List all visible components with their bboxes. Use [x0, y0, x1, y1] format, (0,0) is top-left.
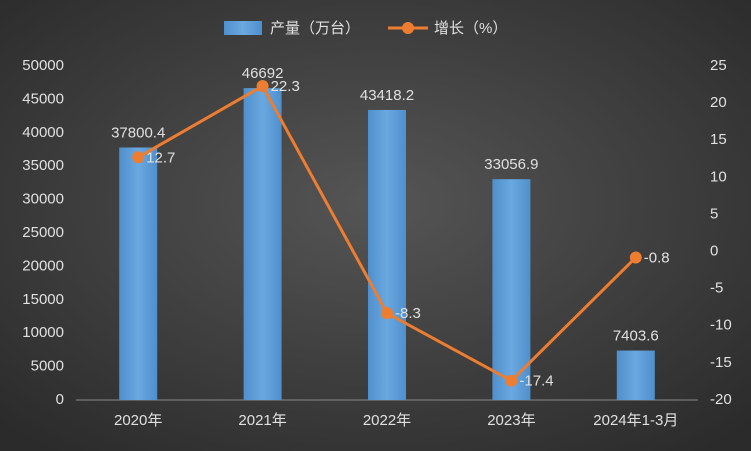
legend-swatch	[402, 22, 415, 34]
line-marker	[256, 80, 269, 93]
y-tick-label: 15000	[22, 291, 64, 308]
bar-value-label: 43418.2	[360, 87, 414, 104]
y-tick-label: 0	[56, 391, 64, 408]
line-marker	[132, 151, 145, 164]
bar-value-label: 46692	[242, 65, 284, 82]
y2-tick-label: 15	[710, 131, 727, 148]
line-marker	[629, 251, 642, 264]
y-tick-label: 45000	[22, 90, 64, 107]
bar	[243, 88, 282, 400]
line-value-label: -8.3	[395, 305, 421, 322]
legend-label: 增长（%）	[434, 20, 507, 37]
line-value-label: 22.3	[271, 78, 300, 95]
y2-tick-label: -10	[710, 317, 732, 334]
y-tick-label: 5000	[31, 358, 64, 375]
bar	[119, 147, 158, 400]
y2-tick-label: 25	[710, 57, 727, 74]
y2-tick-label: -5	[710, 280, 723, 297]
y2-tick-label: 5	[710, 205, 718, 222]
y2-tick-label: -15	[710, 354, 732, 371]
bar-value-label: 37800.4	[111, 124, 165, 141]
line-marker	[381, 307, 393, 320]
y-tick-label: 50000	[22, 57, 64, 74]
bar-value-label: 7403.6	[613, 328, 659, 345]
y-tick-label: 25000	[22, 224, 64, 241]
x-tick-label: 2020年	[114, 412, 162, 429]
y-tick-label: 40000	[22, 124, 64, 141]
y2-tick-label: 20	[710, 94, 727, 111]
bar	[492, 179, 531, 400]
bar	[368, 109, 406, 400]
x-tick-label: 2021年	[238, 412, 286, 429]
legend-swatch	[224, 21, 262, 35]
line-value-label: -0.8	[644, 249, 670, 266]
legend-label: 产量（万台）	[270, 20, 360, 37]
y-tick-label: 30000	[22, 191, 64, 208]
y-tick-label: 35000	[22, 157, 64, 174]
bar	[616, 350, 655, 400]
x-tick-label: 2022年	[363, 412, 411, 429]
y-tick-label: 20000	[22, 257, 64, 274]
x-tick-label: 2024年1-3月	[593, 412, 678, 429]
x-tick-label: 2023年	[487, 412, 535, 429]
line-marker	[505, 374, 518, 387]
line-value-label: -17.4	[519, 373, 553, 390]
y2-tick-label: 0	[710, 243, 718, 260]
y2-tick-label: -20	[710, 391, 732, 408]
bar-value-label: 33056.9	[484, 156, 538, 173]
line-value-label: 12.7	[146, 149, 175, 166]
y2-tick-label: 10	[710, 168, 727, 185]
y-tick-label: 10000	[22, 324, 64, 341]
